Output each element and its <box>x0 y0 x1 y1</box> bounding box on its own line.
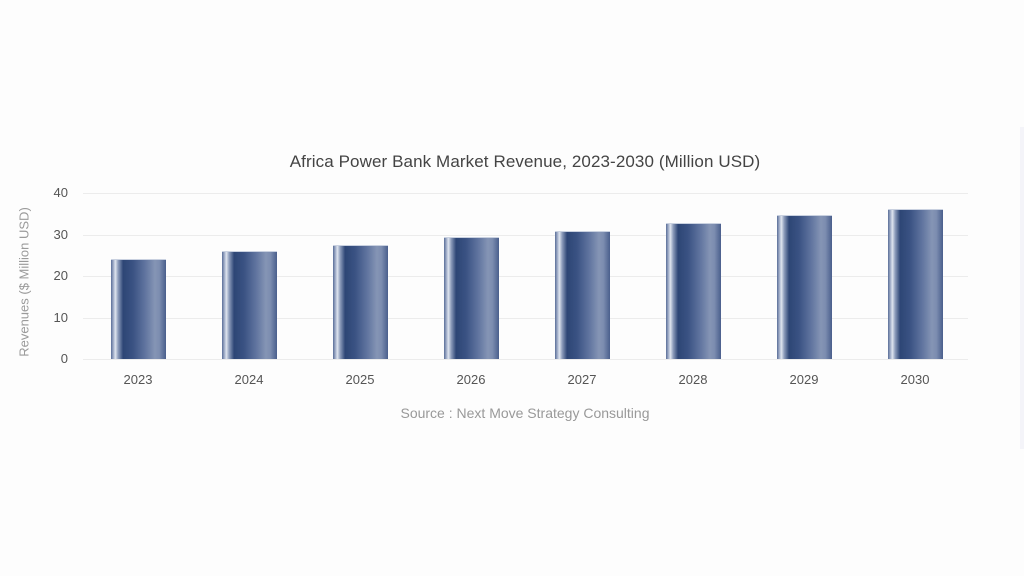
gridline <box>83 317 968 319</box>
bar-2030[interactable] <box>887 208 943 359</box>
y-tick-label: 40 <box>53 185 68 200</box>
y-tick-label: 20 <box>53 268 68 283</box>
gridline <box>83 234 968 236</box>
bar-2029[interactable] <box>776 215 832 359</box>
bar-2026[interactable] <box>443 236 499 359</box>
gridline <box>83 359 968 360</box>
y-tick-label: 30 <box>53 226 68 242</box>
bar-2028[interactable] <box>665 222 721 359</box>
bar-2024[interactable] <box>221 251 277 359</box>
chart-title: Africa Power Bank Market Revenue, 2023-2… <box>289 152 761 171</box>
plot-area <box>83 193 968 360</box>
x-tick-label: 2029 <box>789 372 819 387</box>
bar-2023[interactable] <box>110 258 166 359</box>
gridline <box>83 276 968 277</box>
bar-2027[interactable] <box>554 230 610 359</box>
y-tick-label: 10 <box>53 309 68 325</box>
gridline <box>83 193 968 194</box>
x-tick-label: 2025 <box>345 372 375 387</box>
right-edge-strip <box>1020 127 1024 449</box>
x-tick-label: 2028 <box>678 372 708 387</box>
x-tick-label: 2027 <box>567 372 597 387</box>
x-tick-label: 2023 <box>123 372 153 387</box>
x-tick-label: 2026 <box>456 372 486 387</box>
x-tick-label: 2024 <box>234 372 264 387</box>
y-tick-label: 0 <box>60 351 68 366</box>
bar-2025[interactable] <box>332 244 388 359</box>
y-axis-label: Revenues ($ Million USD) <box>16 207 32 357</box>
source-note: Source : Next Move Strategy Consulting <box>400 405 650 421</box>
x-tick-label: 2030 <box>900 372 930 387</box>
